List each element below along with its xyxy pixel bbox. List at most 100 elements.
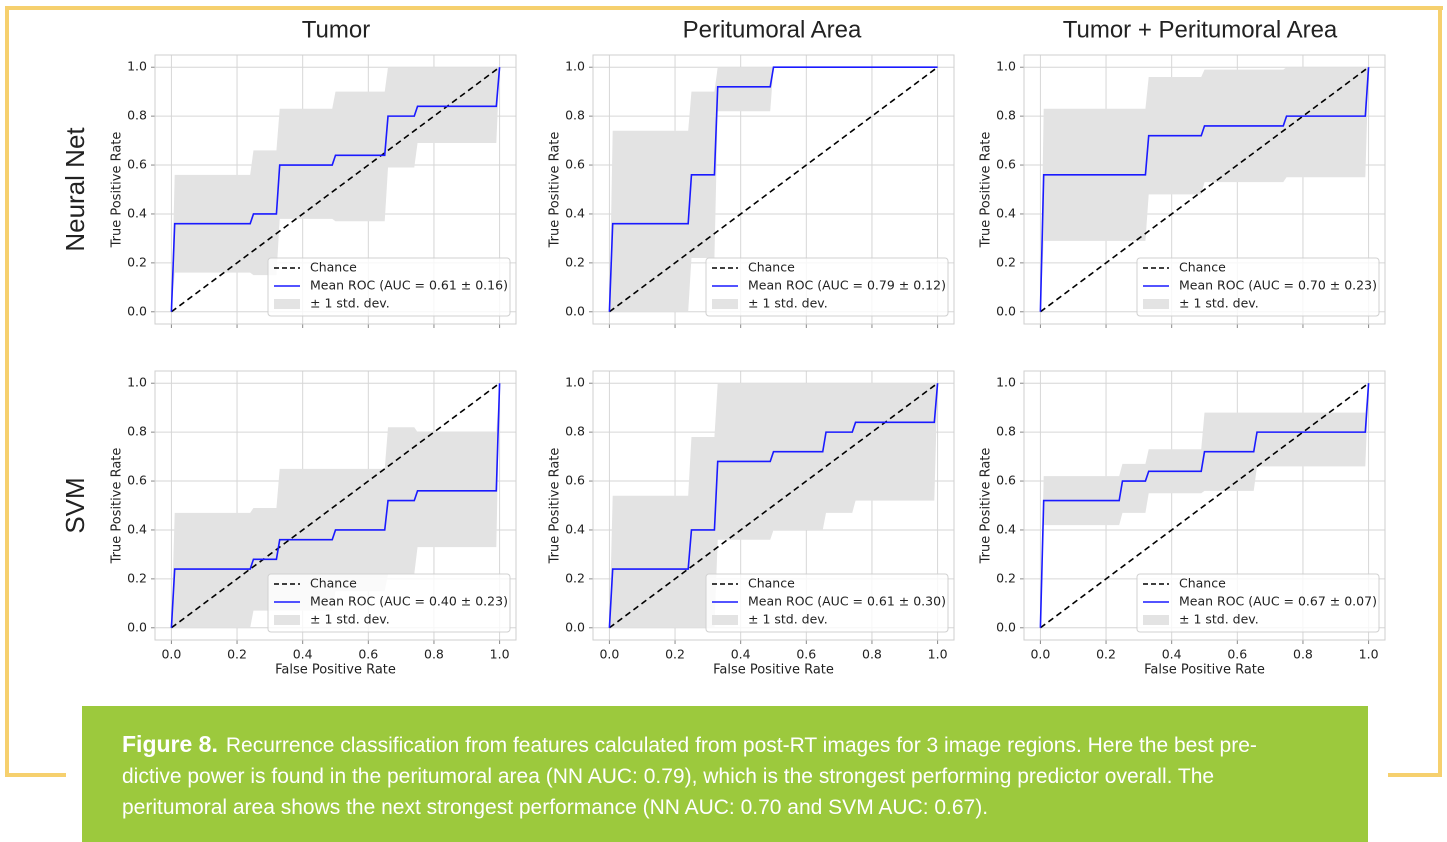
legend-label: ± 1 std. dev. [310, 296, 390, 311]
column-title: Tumor [302, 16, 370, 43]
row-label: SVM [60, 477, 90, 533]
legend-label: Chance [748, 260, 795, 275]
legend-swatch [712, 615, 738, 625]
legend-box [1136, 257, 1380, 317]
legend-label: ± 1 std. dev. [748, 612, 828, 627]
y-tick-label: 0.2 [127, 254, 147, 269]
legend-label: ± 1 std. dev. [310, 612, 390, 627]
legend-swatch [1143, 615, 1169, 625]
legend-label: ± 1 std. dev. [1179, 612, 1259, 627]
y-tick-label: 1.0 [127, 59, 147, 74]
y-tick-label: 0.4 [565, 205, 585, 220]
y-tick-label: 0.6 [127, 473, 147, 488]
y-tick-label: 1.0 [127, 375, 147, 390]
chance-line [170, 66, 501, 313]
y-tick-label: 1.0 [996, 375, 1016, 390]
axes-frame [154, 370, 517, 641]
x-tick-label: 0.6 [796, 647, 816, 662]
x-axis-label: False Positive Rate [275, 663, 396, 678]
x-tick-label: 0.4 [1162, 647, 1182, 662]
x-tick-label: 0.8 [1293, 647, 1313, 662]
legend-label: Mean ROC (AUC = 0.61 ± 0.30) [748, 594, 946, 609]
y-tick-label: 1.0 [996, 59, 1016, 74]
legend-swatch [274, 615, 300, 625]
y-tick-label: 0.8 [565, 424, 585, 439]
x-tick-label: 0.6 [1227, 647, 1247, 662]
legend-label: Mean ROC (AUC = 0.61 ± 0.16) [310, 278, 508, 293]
column-title: Tumor + Peritumoral Area [1063, 16, 1338, 43]
x-tick-label: 0.0 [599, 647, 619, 662]
chance-line [608, 382, 939, 629]
x-tick-label: 1.0 [1359, 647, 1379, 662]
legend-label: Chance [310, 260, 357, 275]
frame [5, 6, 1443, 706]
chance-line [1039, 66, 1370, 313]
y-tick-label: 0.6 [996, 157, 1016, 172]
std-band [1040, 383, 1369, 628]
y-axis-label: True Positive Rate [548, 448, 563, 565]
y-tick-label: 0.6 [996, 473, 1016, 488]
y-axis-label: True Positive Rate [979, 132, 994, 249]
x-tick-label: 1.0 [490, 647, 510, 662]
column-title: Peritumoral Area [683, 16, 862, 43]
legend-swatch [1143, 299, 1169, 309]
roc-line [608, 66, 938, 312]
y-tick-label: 0.0 [127, 619, 147, 634]
chart: 0.0 0.2 0.4 0.6 0.8 1.0 0.0 0.2 0.4 0.6 0.8 1.0 True… [979, 370, 1386, 678]
legend-label: ± 1 std. dev. [748, 296, 828, 311]
chart: 0.0 0.2 0.4 0.6 0.8 1.0 True Positive Rate Chan… [110, 54, 517, 328]
y-tick-label: 1.0 [565, 375, 585, 390]
row-label: Neural Net [60, 127, 90, 252]
chance-line [608, 66, 939, 313]
y-tick-label: 0.0 [996, 303, 1016, 318]
axes-frame [592, 54, 955, 325]
x-tick-label: 1.0 [928, 647, 948, 662]
legend-label: Mean ROC (AUC = 0.70 ± 0.23) [1179, 278, 1377, 293]
legend-label: Mean ROC (AUC = 0.67 ± 0.07) [1179, 594, 1377, 609]
y-tick-label: 0.2 [996, 254, 1016, 269]
legend-label: Chance [1179, 576, 1226, 591]
legend-swatch [712, 299, 738, 309]
y-tick-label: 0.6 [127, 157, 147, 172]
legend-box [267, 257, 511, 317]
caption: Figure 8. Recurrence classification from … [82, 706, 1368, 842]
y-tick-label: 0.2 [565, 254, 585, 269]
legend-label: Mean ROC (AUC = 0.40 ± 0.23) [310, 594, 508, 609]
x-axis-label: False Positive Rate [1144, 663, 1265, 678]
axes-frame [1023, 54, 1386, 325]
x-tick-label: 0.2 [1096, 647, 1116, 662]
x-tick-label: 0.0 [161, 647, 181, 662]
chart: 0.0 0.2 0.4 0.6 0.8 1.0 True Positive Rate Chan… [979, 54, 1386, 328]
chance-line [170, 382, 501, 629]
chart: 0.0 0.2 0.4 0.6 0.8 1.0 0.0 0.2 0.4 0.6 0.8 1.0 True… [110, 370, 517, 678]
y-tick-label: 0.8 [127, 108, 147, 123]
y-tick-label: 0.6 [565, 473, 585, 488]
y-tick-label: 0.0 [996, 619, 1016, 634]
axes-frame [154, 54, 517, 325]
legend-box [1136, 573, 1380, 633]
x-tick-label: 0.6 [358, 647, 378, 662]
roc-line [1039, 383, 1370, 628]
y-tick-label: 0.8 [127, 424, 147, 439]
y-tick-label: 0.2 [565, 570, 585, 585]
y-axis-label: True Positive Rate [548, 132, 563, 249]
y-tick-label: 0.4 [565, 521, 585, 536]
figure: Tumor Peritumoral Area Tumor + Peritumoral… [5, 6, 1443, 706]
chance-line [1039, 382, 1370, 629]
y-tick-label: 1.0 [565, 59, 585, 74]
y-tick-label: 0.4 [996, 521, 1016, 536]
y-tick-label: 0.0 [565, 303, 585, 318]
x-axis-label: False Positive Rate [713, 663, 834, 678]
y-tick-label: 0.6 [565, 157, 585, 172]
caption-text: Recurrence classification from features … [225, 734, 1257, 757]
y-axis-label: True Positive Rate [979, 448, 994, 565]
y-tick-label: 0.4 [996, 205, 1016, 220]
legend-box [267, 573, 511, 633]
std-band [1040, 67, 1369, 312]
legend-label: Chance [310, 576, 357, 591]
y-tick-label: 0.2 [127, 570, 147, 585]
chart: 0.0 0.2 0.4 0.6 0.8 1.0 0.0 0.2 0.4 0.6 0.8 1.0 True… [548, 370, 955, 678]
caption-line: Figure 8. Recurrence classification from … [122, 729, 1328, 761]
chart: 0.0 0.2 0.4 0.6 0.8 1.0 True Positive Rate Chan… [548, 54, 955, 328]
